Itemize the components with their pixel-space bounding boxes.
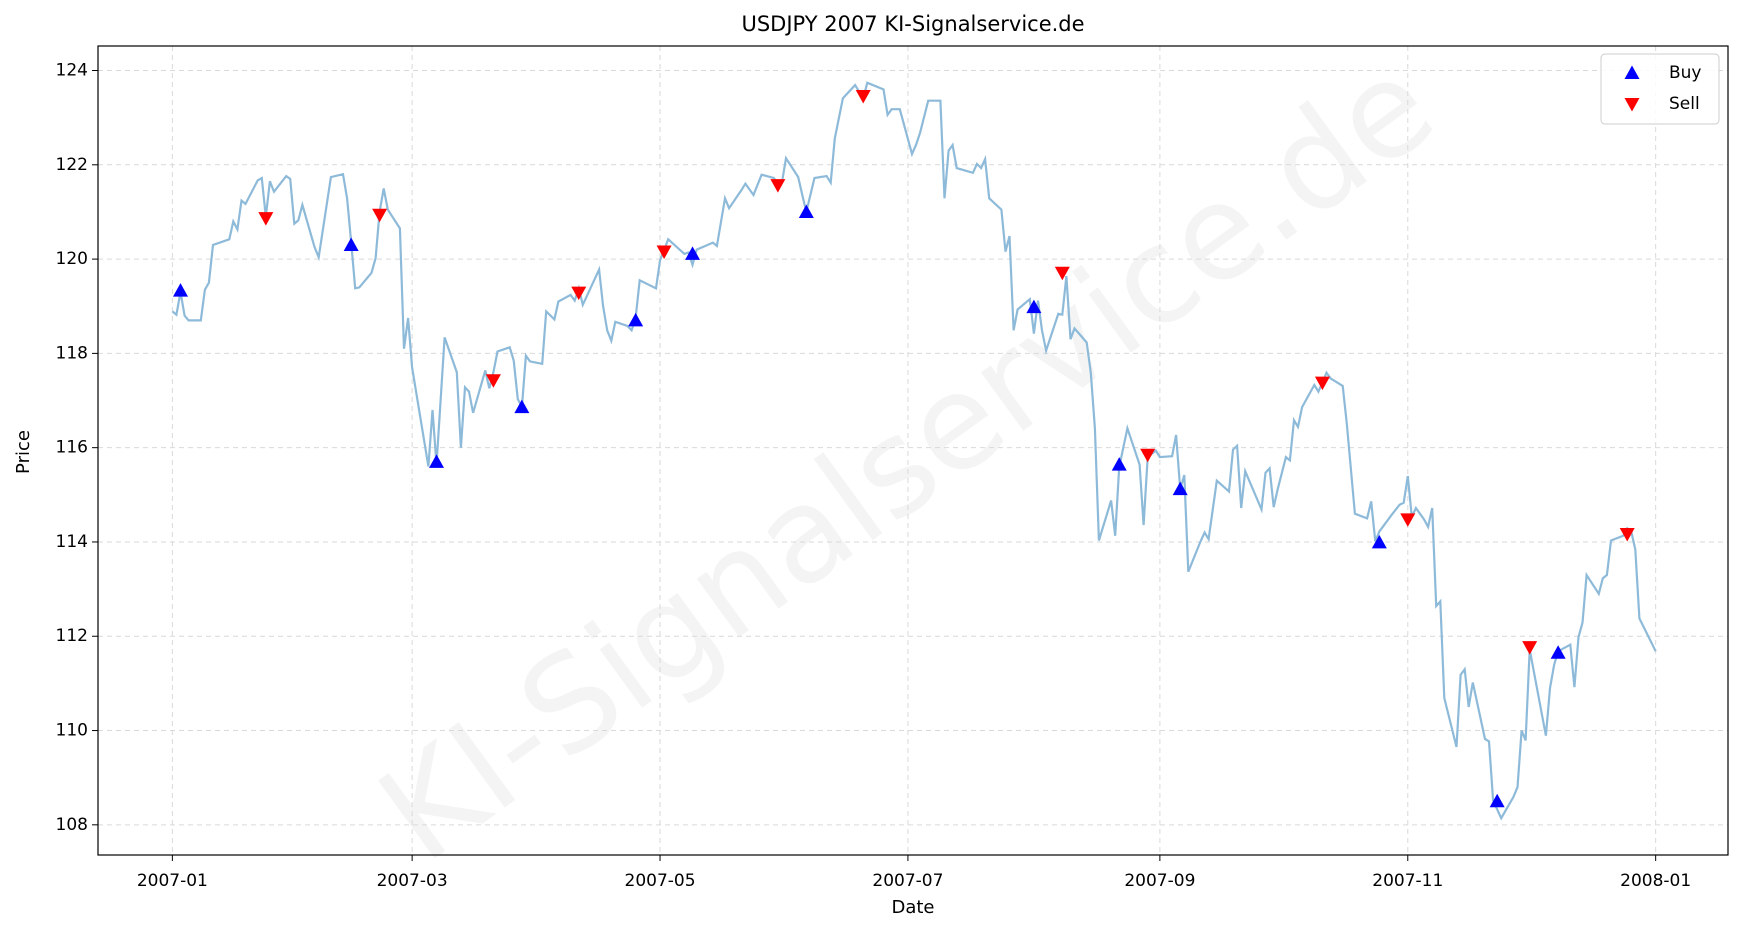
signal-marker: [1550, 645, 1566, 659]
signal-marker: [855, 89, 871, 104]
signal-marker: [172, 283, 188, 297]
signal-marker: [770, 179, 786, 193]
y-axis-label: Price: [13, 430, 34, 474]
price-line: [171, 81, 1657, 821]
signal-marker: [1314, 376, 1330, 391]
signal-marker: [571, 286, 587, 301]
signal-marker: [656, 245, 672, 260]
signal-marker: [798, 204, 814, 218]
signal-marker: [1111, 457, 1127, 471]
y-tick-label: 118: [56, 343, 88, 363]
signal-marker: [514, 399, 530, 414]
plot-frame: [97, 45, 1729, 856]
x-tick-label: 2007-07: [872, 871, 943, 891]
signal-marker: [1400, 513, 1416, 527]
x-tick-label: 2007-01: [137, 871, 208, 891]
signal-marker: [628, 312, 644, 327]
y-tick-label: 124: [56, 61, 88, 81]
signal-marker: [1522, 641, 1538, 655]
signal-marker: [1026, 299, 1042, 314]
x-axis-label: Date: [891, 897, 934, 918]
legend-marker: [1624, 98, 1640, 112]
signal-marker: [258, 212, 274, 226]
y-tick-label: 116: [56, 438, 88, 458]
signal-marker: [1172, 481, 1188, 496]
signal-marker: [1371, 534, 1387, 549]
y-tick-label: 114: [56, 532, 88, 552]
x-tick-label: 2007-03: [377, 871, 448, 891]
y-tick-label: 112: [56, 626, 88, 646]
x-tick-label: 2007-05: [625, 871, 696, 891]
signal-marker: [372, 208, 388, 223]
signal-marker: [485, 374, 501, 388]
signal-marker: [1619, 527, 1635, 542]
y-tick-label: 122: [56, 155, 88, 175]
signal-marker: [1489, 793, 1505, 808]
signal-marker: [685, 246, 701, 260]
x-tick-label: 2007-11: [1372, 871, 1443, 891]
legend-label: Sell: [1669, 94, 1700, 114]
signal-marker: [343, 237, 359, 251]
chart-title: USDJPY 2007 KI-Signalservice.de: [741, 12, 1084, 36]
signal-marker: [1140, 448, 1156, 463]
x-tick-label: 2007-09: [1124, 871, 1195, 891]
x-tick-label: 2008-01: [1620, 871, 1691, 891]
signal-marker: [429, 454, 445, 468]
legend-marker: [1624, 65, 1640, 79]
legend-label: Buy: [1669, 63, 1702, 83]
y-tick-label: 108: [56, 815, 88, 835]
y-tick-label: 110: [56, 721, 88, 741]
signal-marker: [1054, 266, 1070, 281]
y-tick-label: 120: [56, 249, 88, 269]
